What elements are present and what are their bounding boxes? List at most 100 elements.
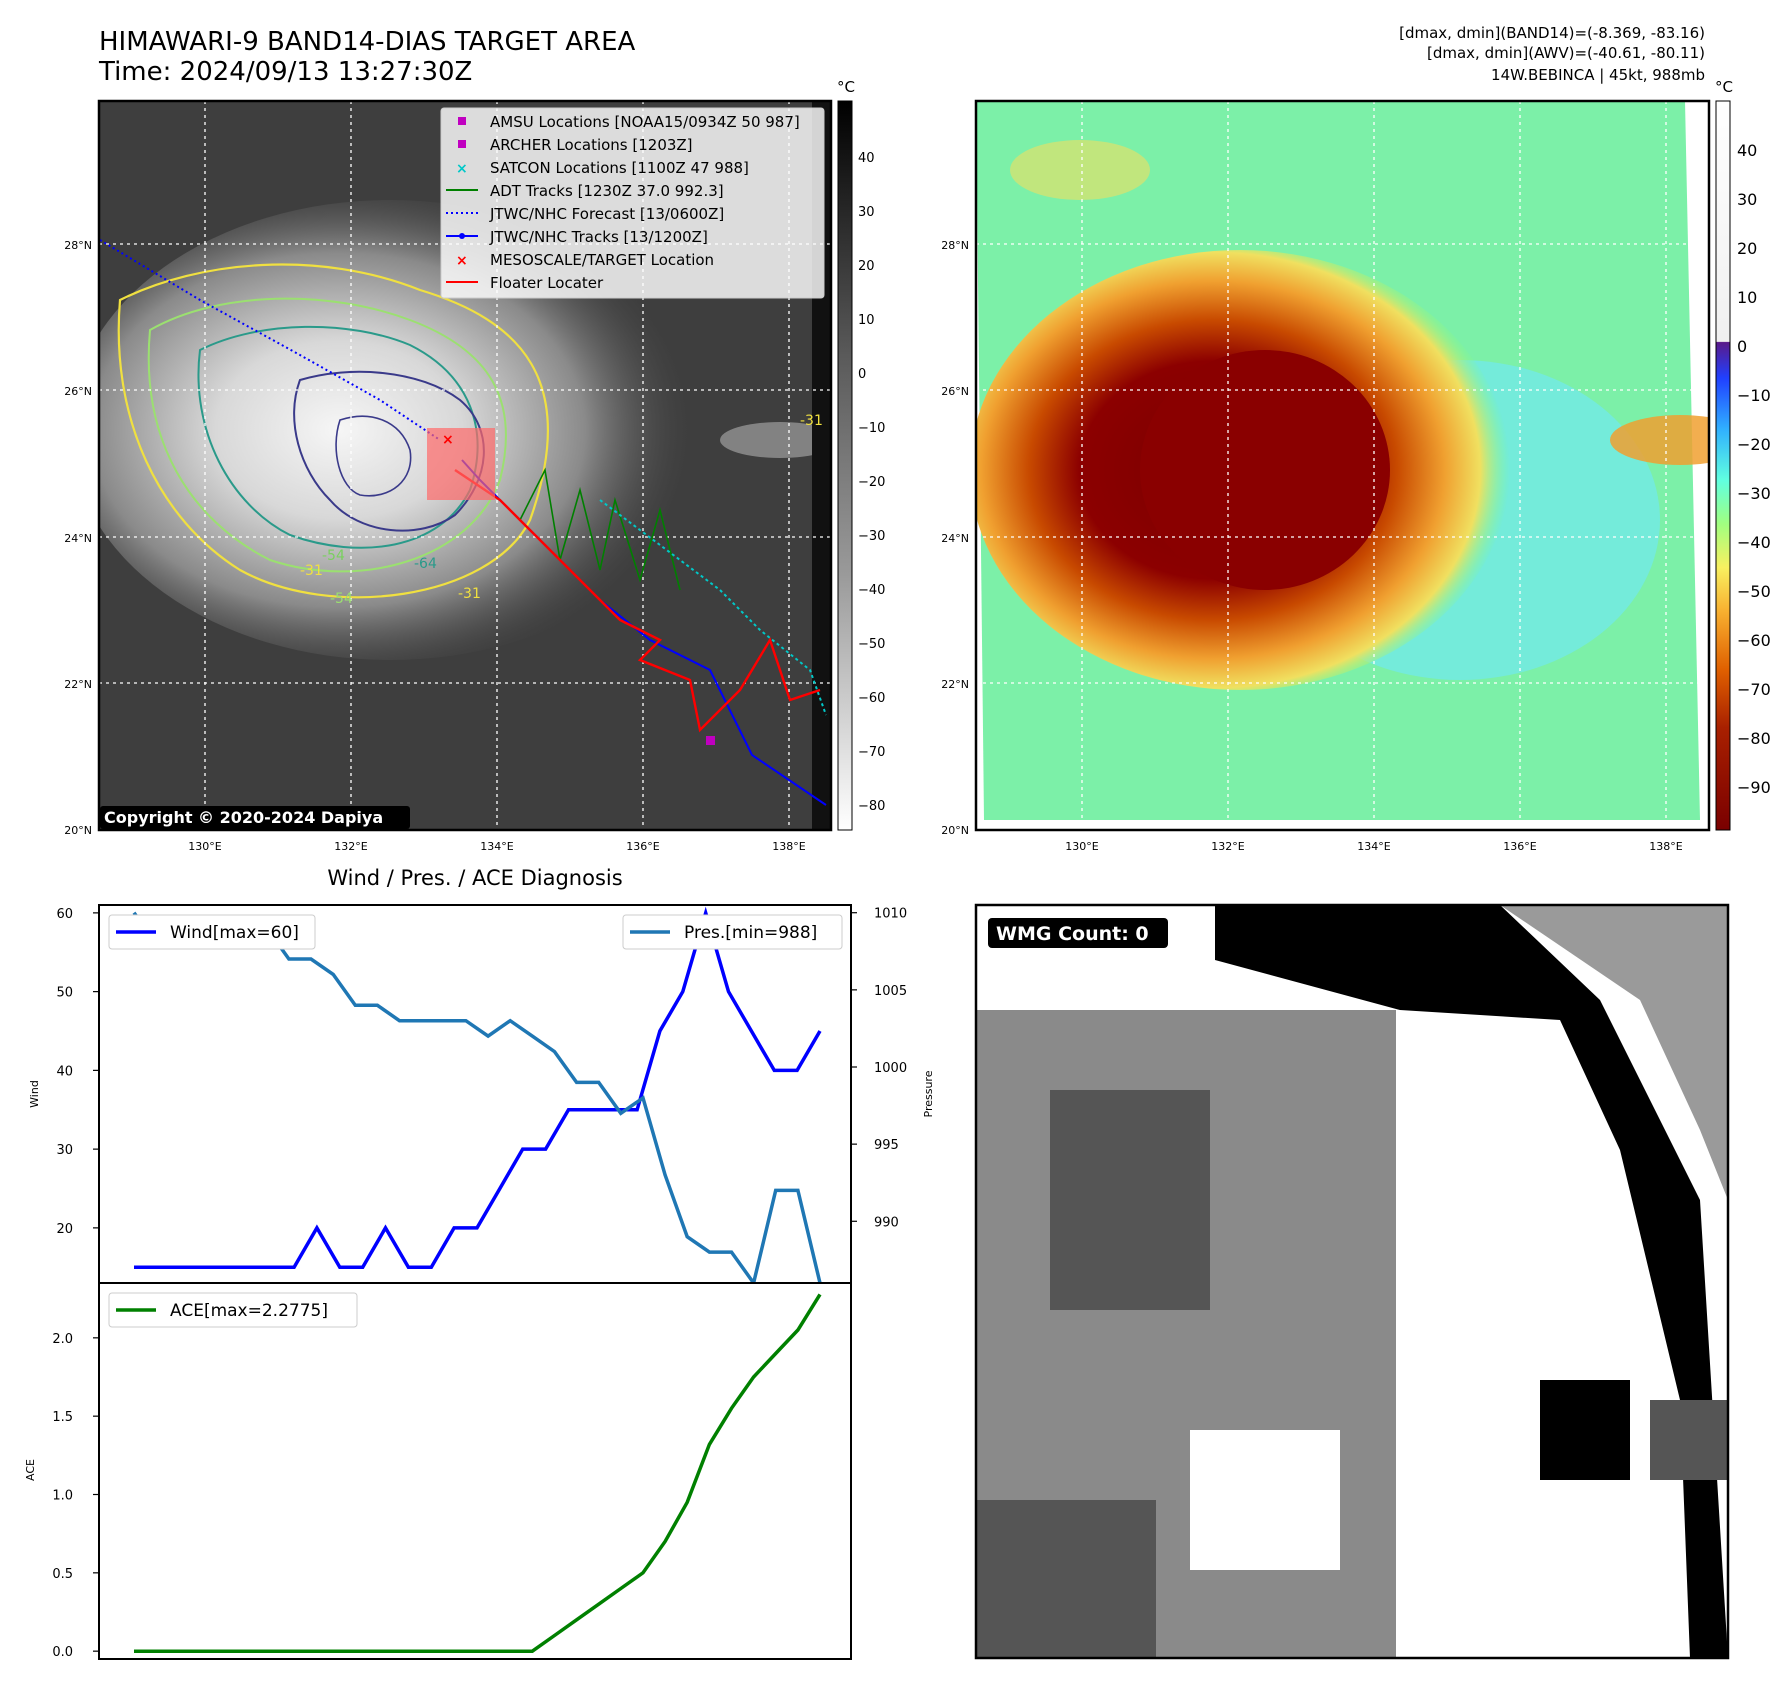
cloud-band-east bbox=[720, 422, 831, 458]
lat-tick: 26°N bbox=[64, 385, 92, 398]
legend-box bbox=[440, 107, 825, 299]
contour-core bbox=[335, 415, 412, 497]
ir-graticule bbox=[99, 101, 831, 830]
colorbar-tick: −70 bbox=[858, 745, 885, 760]
ace-legend-box bbox=[108, 1292, 358, 1328]
lon-tick: 138°E bbox=[772, 840, 805, 853]
colorbar-tick: −10 bbox=[1737, 386, 1771, 405]
legend-item: JTWC/NHC Forecast [13/0600Z] bbox=[489, 205, 724, 223]
archer-marker-icon bbox=[706, 736, 715, 745]
wmg-count-box bbox=[988, 918, 1168, 948]
colorbar-tick: 20 bbox=[858, 259, 875, 274]
ir-legend: AMSU Locations [NOAA15/0934Z 50 987] ARC… bbox=[440, 107, 825, 299]
colorbar-tick: 40 bbox=[858, 151, 875, 166]
colorbar-tick: −90 bbox=[1737, 778, 1771, 797]
pressure-y-ticks: 990 995 1000 1005 1010 bbox=[851, 907, 907, 1230]
jtwc-forecast-track bbox=[99, 239, 441, 441]
mesoscale-marker-icon: × bbox=[456, 253, 468, 269]
y-tick-label: 20 bbox=[56, 1222, 73, 1237]
color-colorbar-ticks: 40 30 20 10 0 −10 −20 −30 −40 −50 −60 −7… bbox=[1737, 141, 1771, 797]
wind-legend-label: Wind[max=60] bbox=[170, 923, 299, 943]
wmg-panel: WMG Count: 0 bbox=[974, 903, 1730, 1660]
lon-tick: 130°E bbox=[1065, 840, 1098, 853]
colorbar-tick: −50 bbox=[1737, 582, 1771, 601]
color-map-frame bbox=[974, 99, 1711, 832]
lon-tick: 132°E bbox=[1211, 840, 1244, 853]
colorbar-tick: 20 bbox=[1737, 239, 1757, 258]
amsu-marker-icon bbox=[458, 117, 466, 125]
colorbar-tick: −60 bbox=[858, 691, 885, 706]
copyright-text: Copyright © 2020-2024 Dapiya bbox=[104, 808, 383, 827]
wind-legend-box bbox=[108, 914, 316, 950]
colorbar-unit: °C bbox=[1715, 78, 1733, 96]
wmg-black-patch bbox=[1540, 1380, 1630, 1480]
colorbar-tick: −20 bbox=[858, 475, 885, 490]
pressure-legend-label: Pres.[min=988] bbox=[684, 923, 817, 943]
colorbar-tick: −80 bbox=[858, 799, 885, 814]
color-lon-ticks: 130°E 132°E 134°E 136°E 138°E bbox=[1065, 840, 1682, 853]
copyright-box bbox=[100, 806, 410, 829]
y-tick-label: 1.0 bbox=[52, 1489, 73, 1504]
y-tick-label: 1005 bbox=[874, 984, 907, 999]
archer-legend-icon bbox=[458, 140, 466, 148]
contour-label: -64 bbox=[414, 556, 437, 572]
legend-item: ADT Tracks [1230Z 37.0 992.3] bbox=[490, 182, 724, 200]
y-tick-label: 30 bbox=[56, 1143, 73, 1158]
target-area-box bbox=[427, 428, 495, 500]
y-tick-label: 990 bbox=[874, 1215, 899, 1230]
pressure-legend-box bbox=[622, 914, 843, 950]
colorbar-tick: −70 bbox=[1737, 680, 1771, 699]
ir-lon-ticks: 130°E 132°E 134°E 136°E 138°E bbox=[188, 840, 805, 853]
lat-tick: 22°N bbox=[941, 678, 969, 691]
y-tick-label: 0.0 bbox=[52, 1645, 73, 1660]
lat-tick: 24°N bbox=[941, 532, 969, 545]
dmax-band14: [dmax, dmin](BAND14)=(-8.369, -83.16) bbox=[1399, 24, 1705, 42]
satcon-track bbox=[599, 499, 827, 716]
legend-item: AMSU Locations [NOAA15/0934Z 50 987] bbox=[490, 113, 800, 131]
y-tick-label: 1.5 bbox=[52, 1410, 73, 1425]
ace-series-line bbox=[134, 1293, 822, 1653]
gray-colorbar-ticks: 40 30 20 10 0 −10 −20 −30 −40 −50 −60 −7… bbox=[858, 151, 885, 814]
ace-plot: 0.0 0.5 1.0 1.5 2.0 ACE ACE[max=2.2775] bbox=[24, 1282, 852, 1660]
diagnosis-title: Wind / Pres. / ACE Diagnosis bbox=[327, 866, 622, 890]
lat-tick: 28°N bbox=[941, 239, 969, 252]
lat-tick: 20°N bbox=[64, 824, 92, 837]
ir-lat-ticks: 28°N 26°N 24°N 22°N 20°N bbox=[64, 239, 92, 837]
ace-axis-label: ACE bbox=[24, 1459, 37, 1481]
y-tick-label: 995 bbox=[874, 1138, 899, 1153]
lon-tick: 134°E bbox=[1357, 840, 1390, 853]
figure-time: Time: 2024/09/13 13:27:30Z bbox=[98, 57, 472, 87]
wmg-black-band bbox=[1215, 905, 1728, 1658]
lat-tick: 26°N bbox=[941, 385, 969, 398]
colorbar-tick: 30 bbox=[858, 205, 875, 220]
colorbar-tick: −40 bbox=[858, 583, 885, 598]
dmax-awv: [dmax, dmin](AWV)=(-40.61, -80.11) bbox=[1427, 44, 1705, 62]
ir-map-panel: × -31 -54 -64 -31 -31 -54 Copyright © 20… bbox=[64, 78, 885, 853]
lon-tick: 134°E bbox=[480, 840, 513, 853]
wmg-dark-bottom bbox=[976, 1500, 1156, 1658]
contour-coldest bbox=[293, 370, 485, 532]
lon-tick: 132°E bbox=[334, 840, 367, 853]
y-tick-label: 1010 bbox=[874, 907, 907, 922]
colorbar-tick: 0 bbox=[1737, 337, 1747, 356]
lat-tick: 28°N bbox=[64, 239, 92, 252]
contour-label: -54 bbox=[322, 548, 345, 564]
y-tick-label: 50 bbox=[56, 986, 73, 1001]
wind-plot-frame bbox=[98, 904, 852, 1284]
floater-locater-track bbox=[454, 469, 821, 733]
legend-item: JTWC/NHC Tracks [13/1200Z] bbox=[489, 228, 708, 246]
wmg-count-label: WMG Count: 0 bbox=[996, 923, 1149, 945]
wind-series-line bbox=[134, 906, 822, 1270]
colorbar-tick: −50 bbox=[858, 637, 885, 652]
colorbar-tick: −60 bbox=[1737, 631, 1771, 650]
figure-title: HIMAWARI-9 BAND14-DIAS TARGET AREA bbox=[99, 27, 636, 57]
contour-31 bbox=[117, 263, 549, 599]
legend-item: MESOSCALE/TARGET Location bbox=[490, 251, 714, 269]
colorbar-tick: 30 bbox=[1737, 190, 1757, 209]
contour-label: -31 bbox=[800, 413, 823, 429]
contour-label: -31 bbox=[458, 586, 481, 602]
lat-tick: 24°N bbox=[64, 532, 92, 545]
gray-colorbar bbox=[837, 100, 853, 831]
colorbar-tick: −20 bbox=[1737, 435, 1771, 454]
colorbar-tick: −80 bbox=[1737, 729, 1771, 748]
